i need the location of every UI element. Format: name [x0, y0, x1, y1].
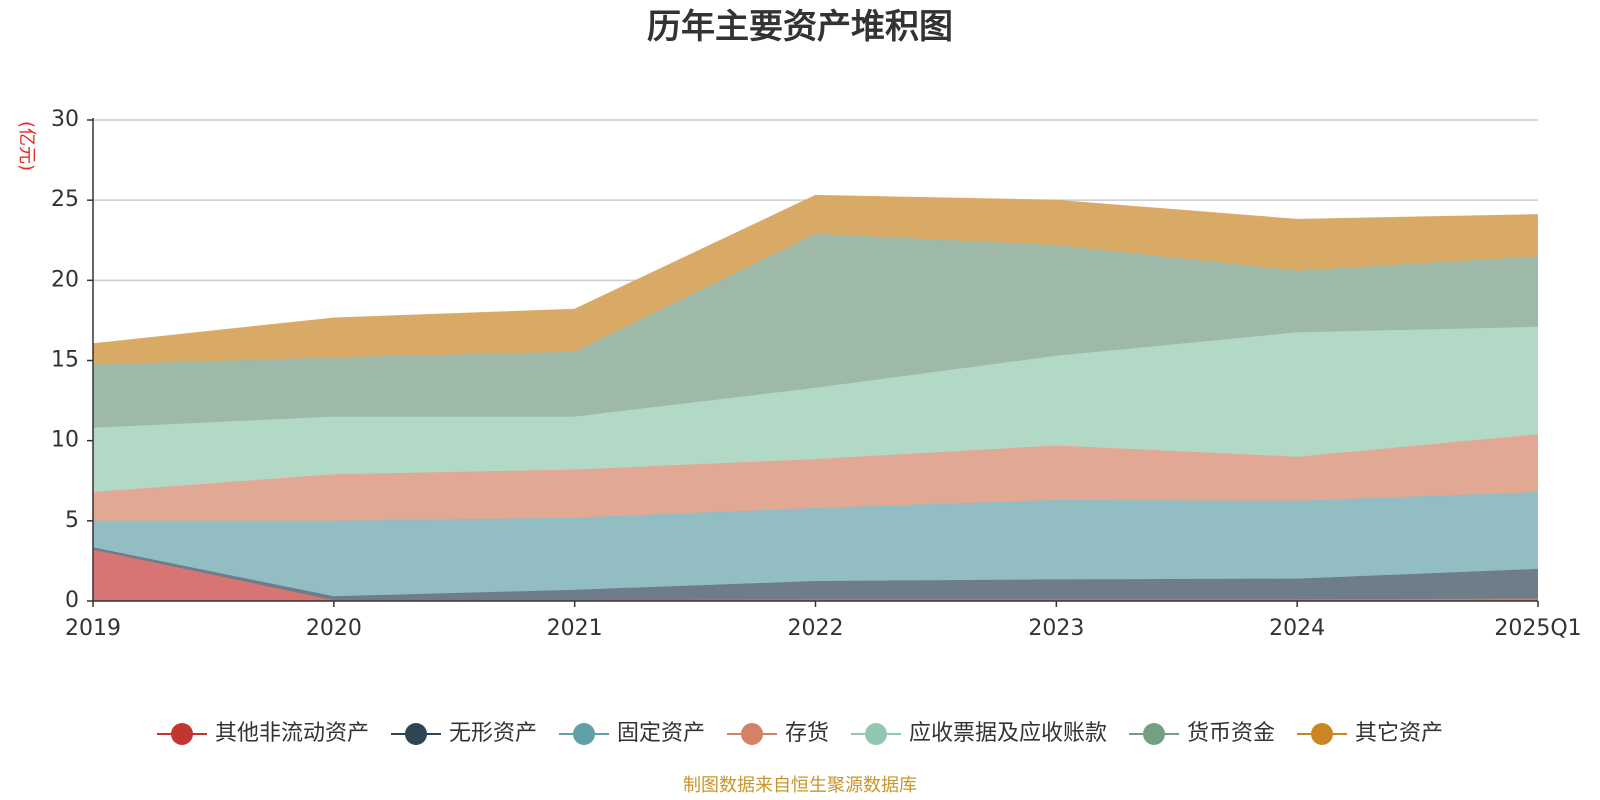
area-series-0	[93, 549, 1538, 601]
x-tick-label: 2020	[306, 616, 362, 641]
area-series-4	[93, 326, 1538, 492]
y-tick-label: 10	[51, 428, 79, 453]
legend-circle-icon	[865, 723, 887, 745]
y-tick-label: 5	[65, 508, 79, 533]
y-axis-unit-label: (亿元)	[16, 121, 37, 171]
area-series-2	[93, 492, 1538, 597]
legend-item-0[interactable]: 其他非流动资产	[157, 721, 369, 746]
area-series-6	[93, 195, 1538, 365]
legend-item-1[interactable]: 无形资产	[391, 721, 537, 746]
legend[interactable]: 其他非流动资产 无形资产 固定资产 存货 应收票据及应收账款 货币资金 其它资产	[157, 721, 1443, 746]
legend-item-4[interactable]: 应收票据及应收账款	[851, 721, 1107, 746]
x-tick-label: 2025Q1	[1494, 616, 1581, 641]
area-series-group	[92, 194, 1539, 601]
legend-circle-icon	[1143, 723, 1165, 745]
legend-circle-icon	[741, 723, 763, 745]
legend-label: 存货	[785, 721, 829, 746]
legend-label: 应收票据及应收账款	[909, 721, 1107, 746]
area-series-edge-6	[92, 194, 1539, 345]
legend-circle-icon	[573, 723, 595, 745]
legend-label: 无形资产	[449, 721, 537, 746]
y-tick-label: 25	[51, 187, 79, 212]
chart-title: 历年主要资产堆积图	[647, 7, 953, 47]
x-tick-label: 2024	[1269, 616, 1325, 641]
legend-circle-icon	[1311, 723, 1333, 745]
legend-item-6[interactable]: 其它资产	[1297, 721, 1443, 746]
area-series-3	[93, 434, 1538, 521]
legend-label: 固定资产	[617, 721, 705, 746]
legend-circle-icon	[171, 723, 193, 745]
x-tick-label: 2022	[788, 616, 844, 641]
legend-item-5[interactable]: 货币资金	[1129, 721, 1275, 746]
x-tick-label: 2021	[547, 616, 603, 641]
legend-item-2[interactable]: 固定资产	[559, 721, 705, 746]
legend-circle-icon	[405, 723, 427, 745]
y-tick-label: 30	[51, 107, 79, 132]
legend-label: 货币资金	[1187, 721, 1275, 746]
data-source-note: 制图数据来自恒生聚源数据库	[683, 775, 917, 796]
x-tick-label: 2023	[1028, 616, 1084, 641]
legend-label: 其他非流动资产	[215, 721, 369, 746]
legend-label: 其它资产	[1355, 721, 1443, 746]
x-tick-label: 2019	[65, 616, 121, 641]
area-series-5	[93, 233, 1538, 428]
y-tick-label: 0	[65, 588, 79, 613]
y-tick-label: 20	[51, 267, 79, 292]
legend-item-3[interactable]: 存货	[727, 721, 829, 746]
y-tick-label: 15	[51, 348, 79, 373]
axes: 0 5 10 15 20 25 30 2019 2020 2021 2022 2023 2024 2025…	[51, 107, 1582, 641]
area-series-1	[93, 547, 1538, 601]
